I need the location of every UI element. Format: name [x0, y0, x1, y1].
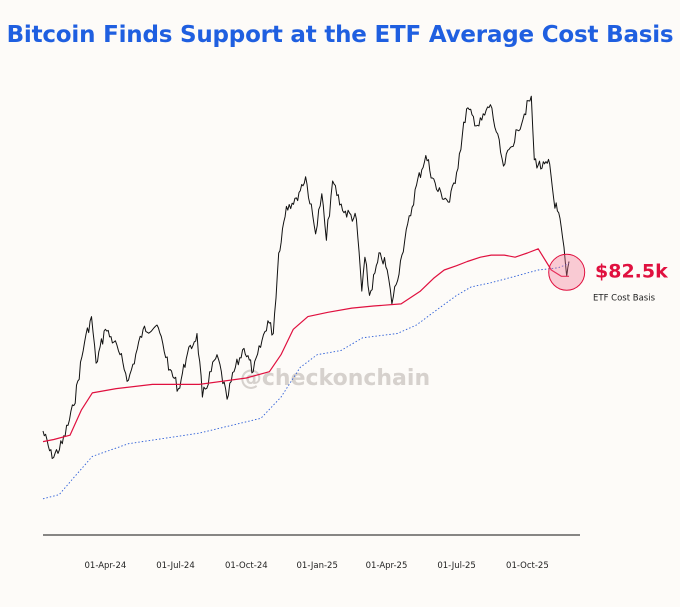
etf-cost-basis-line [42, 248, 569, 443]
x-tick-label: 01-Jul-25 [437, 561, 476, 571]
x-axis-ticks: 01-Apr-24 01-Jul-24 01-Oct-24 01-Jan-25 01-A… [85, 561, 549, 571]
chart-title: Bitcoin Finds Support at the ETF Average… [6, 22, 674, 48]
price-line [42, 95, 570, 459]
watermark: @checkonchain [240, 366, 430, 391]
x-tick-label: 01-Jan-25 [297, 561, 338, 571]
x-tick-label: 01-Jul-24 [156, 561, 195, 571]
x-tick-label: 01-Apr-24 [85, 561, 127, 571]
callout: $82.5k ETF Cost Basis [548, 253, 668, 303]
x-tick-label: 01-Oct-25 [506, 561, 549, 571]
cost-basis-value-label: $82.5k [595, 260, 668, 282]
x-tick-label: 01-Oct-24 [225, 561, 268, 571]
x-tick-label: 01-Apr-25 [366, 561, 408, 571]
cost-basis-series-label: ETF Cost Basis [593, 293, 656, 303]
cost-basis-marker [548, 253, 586, 291]
series-layer [42, 95, 570, 500]
